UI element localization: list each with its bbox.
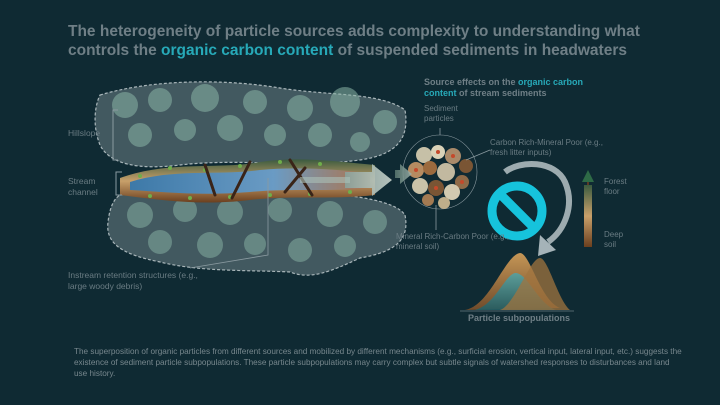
page-title: The heterogeneity of particle sources ad… (68, 22, 698, 60)
forest-tree-icon (582, 170, 594, 185)
lower-hillslope (107, 189, 407, 276)
stream-bracket (115, 171, 122, 196)
hillslope-bracket (112, 109, 118, 161)
particle-cluster (402, 134, 478, 210)
cycle-arrow-head (538, 235, 556, 256)
flow-arrow-tail (300, 177, 350, 183)
stream-water (130, 168, 370, 194)
figure-caption: The superposition of organic particles f… (74, 347, 682, 378)
flow-arrow (345, 164, 392, 196)
stream-channel-label: Stream channel (68, 176, 98, 197)
source-effects-title: Source effects on the organic carbon con… (424, 77, 594, 99)
prohibition-icon (487, 181, 547, 241)
title-accent: organic carbon content (161, 42, 334, 59)
title-part-2: of suspended sediments in headwaters (333, 42, 627, 59)
source-effects-accent: organic carbon content (424, 77, 584, 98)
particle-subpopulations-label: Particle subpopulations (468, 313, 571, 323)
soil-profile-bar (584, 185, 592, 247)
upper-hillslope (94, 81, 407, 168)
upper-trees (112, 84, 397, 152)
carbon-rich-label: Carbon Rich-Mineral Poor (e.g., fresh li… (490, 138, 603, 157)
instream-leader (189, 178, 269, 269)
title-part-1: The heterogeneity of particle sources ad… (68, 23, 640, 59)
distribution-peaks (460, 253, 574, 312)
output-arrow (395, 164, 412, 184)
sediment-particles-label: Sediment particles (424, 104, 458, 123)
hillslope-label: Hillslope (68, 128, 101, 138)
forest-floor-label: Forest floor (604, 177, 627, 196)
mineral-rich-label: Mineral Rich-Carbon Poor (e.g., mineral … (396, 232, 509, 251)
carbon-rich-leader (465, 149, 491, 161)
deep-soil-label: Deep soil (604, 230, 624, 249)
source-effects-suffix: of stream sediments (456, 88, 547, 98)
cycle-arrow (503, 160, 572, 245)
lower-trees (127, 198, 387, 262)
instream-label: Instream retention structures (e.g., lar… (68, 270, 198, 291)
source-effects-prefix: Source effects on the (424, 77, 519, 87)
